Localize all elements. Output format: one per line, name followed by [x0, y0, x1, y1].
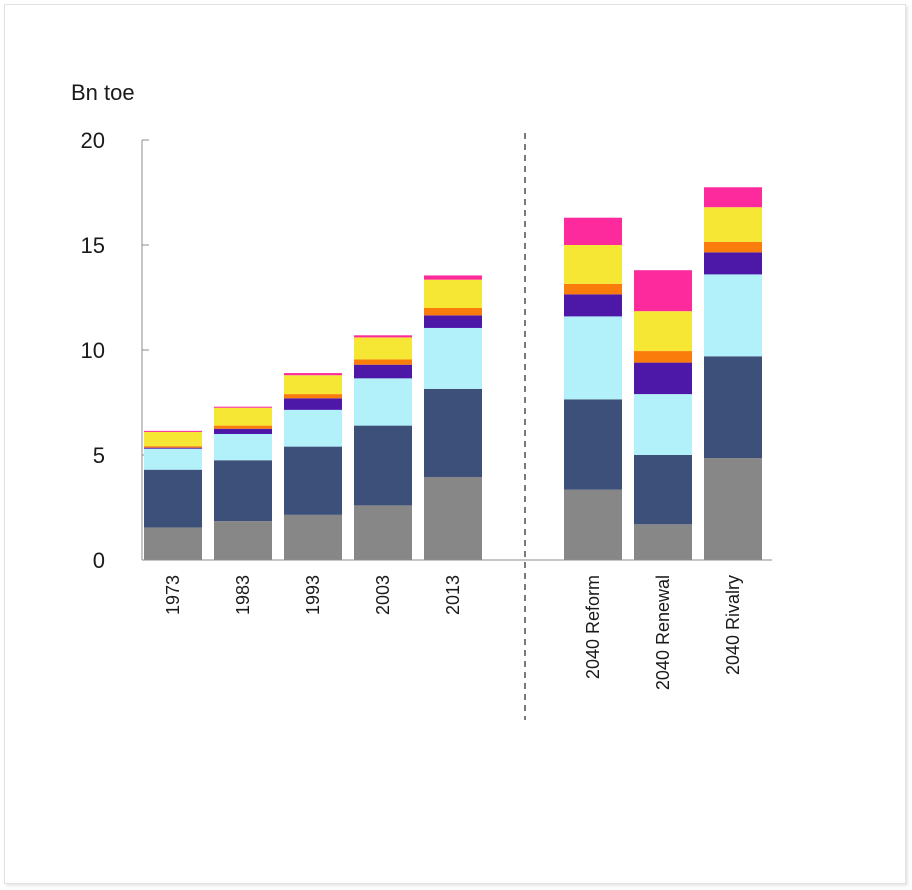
bar-segment [564, 245, 622, 284]
bar-segment [144, 431, 202, 447]
x-tick-label: 2040 Rivalry [723, 575, 743, 675]
x-tick-label: 2003 [373, 575, 393, 615]
bar-segment [214, 407, 272, 426]
bar-segment [354, 359, 412, 365]
y-unit-label: Bn toe [71, 80, 135, 105]
y-tick-label: 10 [81, 338, 105, 363]
bar-segment [704, 252, 762, 275]
bar-segment [564, 283, 622, 295]
y-tick-label: 5 [93, 443, 105, 468]
x-tick-label: 2013 [443, 575, 463, 615]
bar-segment [144, 430, 202, 432]
y-tick-label: 15 [81, 233, 105, 258]
bar-segment [144, 448, 202, 470]
x-tick-label: 1973 [163, 575, 183, 615]
bar-segment [284, 375, 342, 395]
bar-segment [284, 394, 342, 399]
bar-segment [354, 337, 412, 360]
bar-segment [424, 388, 482, 478]
x-tick-label: 2040 Reform [583, 575, 603, 679]
bar-segment [704, 207, 762, 242]
bar-stack [704, 187, 762, 560]
bar-segment [144, 527, 202, 560]
bar-stack [284, 373, 342, 560]
bar-segment [704, 274, 762, 357]
bar-segment [144, 469, 202, 528]
bar-stack [354, 335, 412, 560]
bar-segment [354, 335, 412, 338]
bar-segment [284, 409, 342, 447]
x-tick-label: 1983 [233, 575, 253, 615]
bar-segment [354, 364, 412, 379]
bar-segment [284, 373, 342, 376]
bar-segment [144, 447, 202, 449]
bar-segment [284, 446, 342, 515]
y-tick-label: 0 [93, 548, 105, 573]
bar-segment [214, 521, 272, 560]
bar-segment [424, 279, 482, 308]
bar-stack [634, 270, 692, 560]
bar-stack [144, 430, 202, 560]
y-tick-label: 20 [81, 128, 105, 153]
bar-segment [704, 187, 762, 208]
bar-segment [634, 394, 692, 455]
bar-segment [144, 446, 202, 448]
bar-stack [564, 217, 622, 560]
chart-panel: Bn toe 0 5 10 15 20 1973 1983 1993 2003 2013 2040… [4, 4, 906, 884]
bar-stack [424, 275, 482, 560]
bar-segment [564, 489, 622, 560]
bar-segment [564, 316, 622, 400]
bar-segment [424, 308, 482, 316]
bar-segment [564, 294, 622, 317]
bar-segment [564, 217, 622, 245]
bar-segment [634, 524, 692, 560]
x-tick-label: 1993 [303, 575, 323, 615]
bar-segment [284, 514, 342, 560]
bar-segment [354, 505, 412, 560]
bar-segment [424, 315, 482, 328]
bar-segment [634, 362, 692, 395]
bar-segment [634, 351, 692, 363]
bar-segment [284, 398, 342, 410]
bar-segment [634, 455, 692, 525]
stacked-bar-chart: Bn toe 0 5 10 15 20 1973 1983 1993 2003 2013 2040… [71, 80, 772, 720]
bar-segment [564, 399, 622, 490]
x-axis: 1973 1983 1993 2003 2013 2040 Reform 2040 Rene… [142, 559, 772, 690]
bar-stack [214, 406, 272, 560]
bar-segment [424, 275, 482, 280]
bar-segment [214, 460, 272, 522]
x-tick-label: 2040 Renewal [653, 575, 673, 690]
bar-segment [704, 458, 762, 560]
bar-segment [704, 241, 762, 253]
bar-segment [424, 477, 482, 560]
bar-segment [424, 327, 482, 389]
bars-group [144, 187, 762, 560]
bar-segment [634, 311, 692, 352]
bar-segment [704, 356, 762, 459]
bar-segment [214, 406, 272, 408]
bar-segment [214, 428, 272, 434]
bar-segment [634, 270, 692, 312]
bar-segment [354, 378, 412, 426]
bar-segment [354, 425, 412, 506]
y-axis: 0 5 10 15 20 [81, 128, 149, 573]
bar-segment [214, 434, 272, 461]
bar-segment [214, 425, 272, 429]
